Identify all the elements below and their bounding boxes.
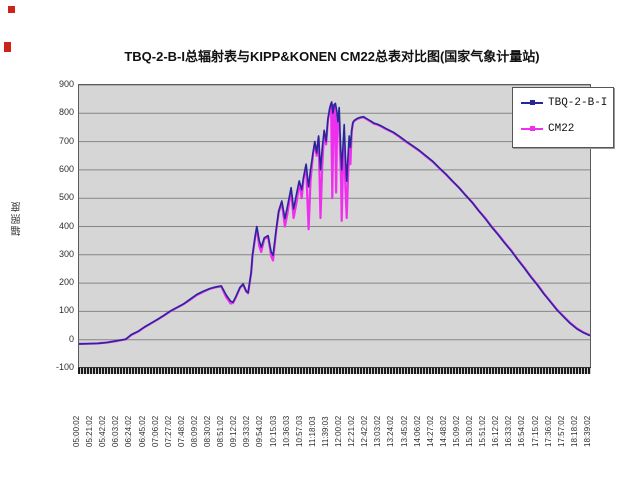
- x-tick-label: 11:18:03: [307, 416, 317, 447]
- x-tick-label: 10:57:03: [294, 415, 304, 447]
- x-tick-label: 12:00:02: [334, 415, 344, 447]
- x-tick-label: 12:21:02: [347, 415, 357, 447]
- y-tick-label: -100: [55, 362, 74, 372]
- x-tick-label: 08:30:02: [203, 415, 213, 447]
- y-tick-label: 400: [58, 220, 74, 231]
- x-tick-label: 05:42:02: [98, 415, 108, 447]
- x-tick-label: 14:27:02: [425, 415, 435, 447]
- plot-svg: [79, 85, 590, 368]
- x-tick-label: 07:48:02: [176, 415, 186, 447]
- x-tick-label: 08:09:02: [189, 415, 199, 447]
- x-tick-label: 18:39:02: [583, 415, 592, 447]
- x-tick-label: 13:45:02: [399, 415, 409, 447]
- x-tick-label: 05:00:02: [72, 415, 81, 447]
- x-tick-label: 13:24:02: [386, 415, 396, 447]
- y-tick-label: 900: [58, 79, 74, 89]
- legend-item-cm22: CM22: [521, 122, 574, 136]
- red-artifact-mark: [8, 6, 15, 13]
- chart-title: TBQ-2-B-I总辐射表与KIPP&KONEN CM22总表对比图(国家气象计…: [124, 49, 540, 64]
- x-tick-label: 06:24:02: [124, 415, 134, 447]
- x-tick-label: 17:57:02: [556, 415, 566, 447]
- cm22-line-swatch-icon: [521, 126, 543, 131]
- x-tick-label: 12:42:02: [360, 415, 370, 447]
- x-tick-label: 16:12:02: [491, 415, 501, 447]
- y-tick-label: 500: [58, 192, 74, 203]
- x-tick-label: 10:36:03: [281, 415, 291, 447]
- y-axis-title: 辐照度: [12, 200, 23, 236]
- legend-label-cm22: CM22: [548, 123, 575, 135]
- y-tick-label: 100: [58, 305, 74, 316]
- x-tick-label: 09:54:02: [255, 415, 265, 447]
- x-tick-label: 10:15:03: [268, 415, 278, 447]
- x-tick-label: 16:33:02: [504, 415, 514, 447]
- plot-area: [78, 84, 591, 369]
- x-tick-label: 06:45:02: [137, 415, 147, 447]
- x-tick-label: 05:21:02: [85, 415, 95, 447]
- y-tick-label: 300: [58, 248, 74, 259]
- x-tick-label: 09:12:02: [229, 415, 239, 447]
- tbq-line-swatch-icon: [521, 100, 543, 105]
- x-tick-label: 15:30:02: [465, 415, 475, 447]
- x-tick-label: 15:09:02: [451, 415, 461, 447]
- x-tick-label: 07:27:02: [163, 415, 173, 447]
- x-tick-label: 11:39:03: [320, 416, 330, 447]
- red-artifact-mark: [4, 42, 11, 52]
- y-tick-label: 800: [58, 107, 74, 118]
- series-line-tbq-2-b-i: [79, 101, 590, 345]
- x-tick-label: 09:33:02: [242, 415, 252, 447]
- legend: TBQ-2-B-I CM22: [512, 87, 614, 148]
- x-tick-label: 15:51:02: [478, 415, 488, 447]
- x-tick-label: 17:36:02: [543, 415, 553, 447]
- legend-item-tbq: TBQ-2-B-I: [521, 96, 607, 110]
- x-axis-tick-band: [78, 367, 591, 374]
- x-tick-label: 08:51:02: [216, 415, 226, 447]
- legend-label-tbq: TBQ-2-B-I: [548, 97, 608, 109]
- x-tick-label: 14:06:02: [412, 415, 422, 447]
- x-tick-label: 06:03:02: [111, 415, 121, 447]
- x-tick-label: 17:15:02: [530, 415, 540, 447]
- y-tick-label: 600: [58, 163, 74, 174]
- y-tick-label: 200: [58, 277, 74, 288]
- y-tick-label: 700: [58, 135, 74, 146]
- y-tick-label: 0: [68, 333, 74, 344]
- x-tick-label: 16:54:02: [517, 415, 527, 447]
- x-tick-label: 07:06:02: [150, 415, 160, 447]
- x-tick-label: 13:03:02: [373, 415, 383, 447]
- x-tick-label: 18:18:02: [569, 415, 579, 447]
- x-tick-label: 14:48:02: [438, 415, 448, 447]
